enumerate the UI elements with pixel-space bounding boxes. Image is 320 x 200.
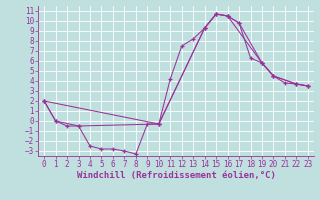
X-axis label: Windchill (Refroidissement éolien,°C): Windchill (Refroidissement éolien,°C) bbox=[76, 171, 276, 180]
